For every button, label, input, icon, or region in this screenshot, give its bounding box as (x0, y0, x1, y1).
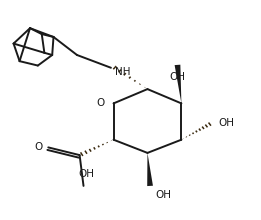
Text: O: O (34, 142, 43, 152)
Text: O: O (96, 98, 104, 108)
Text: NH: NH (115, 67, 130, 77)
Text: OH: OH (79, 169, 95, 179)
Polygon shape (147, 153, 153, 186)
Polygon shape (175, 65, 181, 103)
Text: OH: OH (169, 72, 186, 81)
Text: OH: OH (155, 190, 171, 200)
Text: OH: OH (218, 118, 234, 128)
